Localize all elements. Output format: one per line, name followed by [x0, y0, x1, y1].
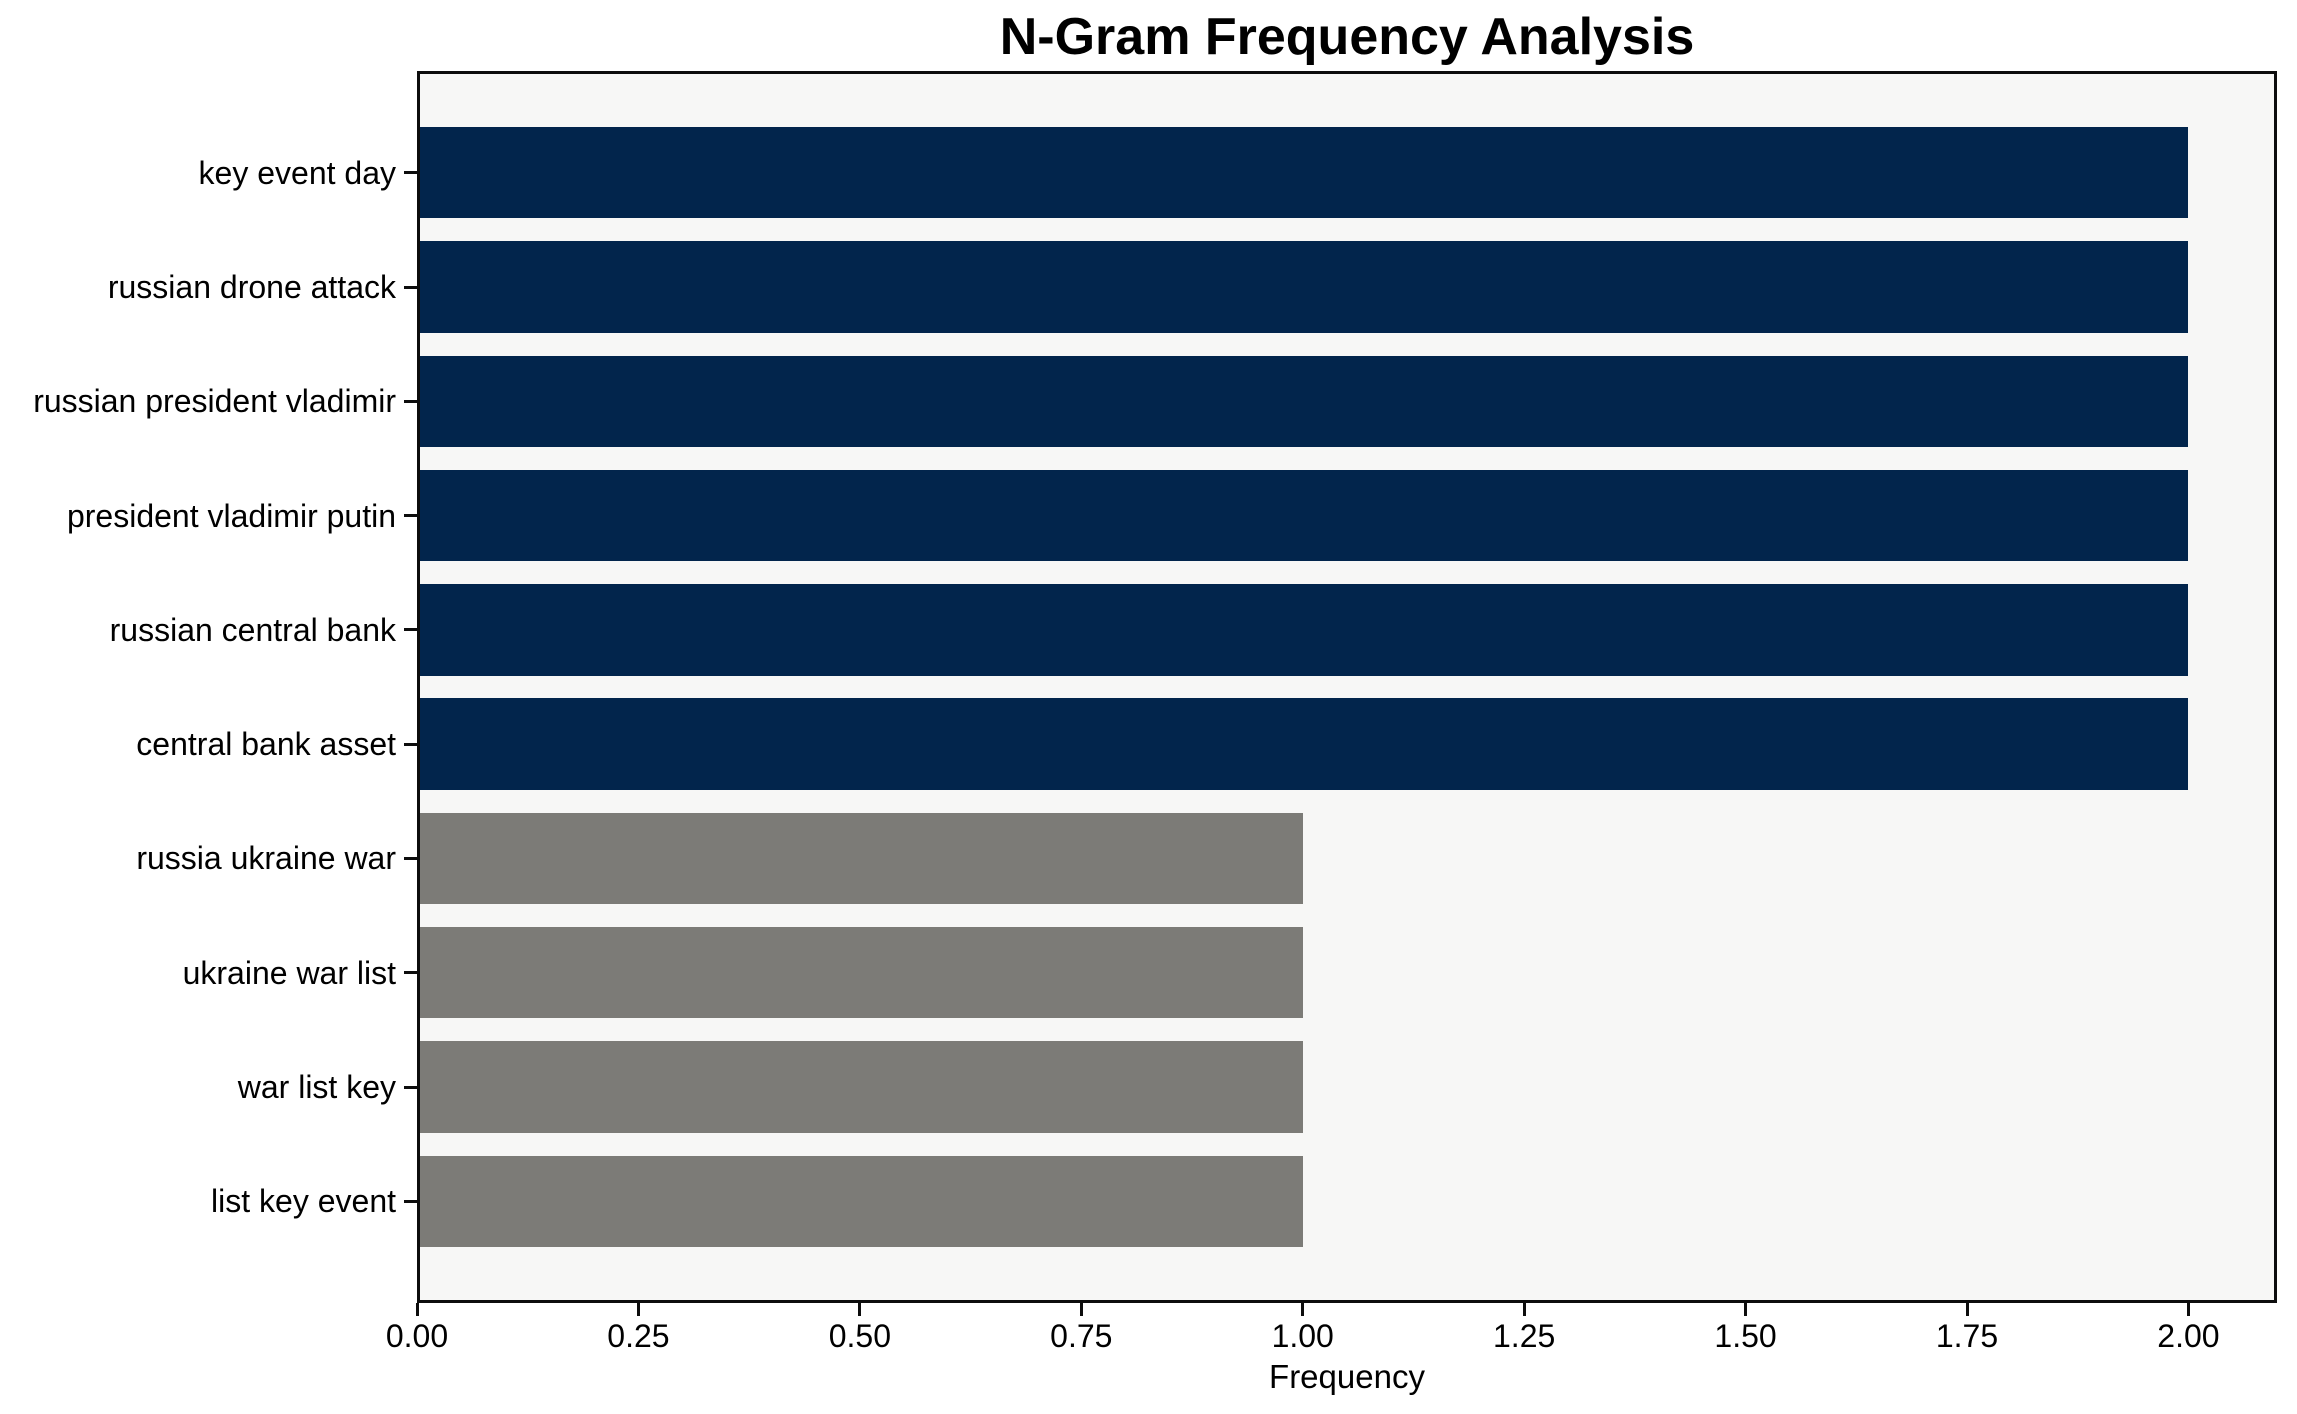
bar-russian-central-bank — [417, 584, 2189, 676]
x-tick-label: 0.50 — [828, 1318, 891, 1354]
y-tick-label: war list key — [237, 1069, 396, 1105]
bar-russian-drone-attack — [417, 241, 2189, 333]
x-tick-label: 2.00 — [2157, 1318, 2220, 1354]
y-tick-label: central bank asset — [136, 726, 396, 763]
x-tick-mark — [1744, 1303, 1748, 1316]
chart-title: N-Gram Frequency Analysis — [999, 8, 1695, 66]
x-tick-label: 1.75 — [1935, 1318, 1999, 1354]
y-tick-label: ukraine war list — [182, 954, 396, 991]
y-tick-label: russian drone attack — [107, 269, 396, 305]
x-tick-mark — [1522, 1303, 1526, 1316]
y-tick-mark — [404, 856, 417, 860]
bar-list-key-event — [417, 1155, 1303, 1247]
x-tick-mark — [1301, 1303, 1305, 1316]
x-tick-mark — [858, 1303, 862, 1316]
bar-war-list-key — [417, 1041, 1303, 1133]
x-tick-mark — [1079, 1303, 1083, 1316]
x-tick-mark — [415, 1303, 419, 1316]
y-tick-label: list key event — [211, 1183, 396, 1220]
x-tick-label: 0.75 — [1050, 1318, 1113, 1354]
y-tick-label: president vladimir putin — [66, 497, 396, 534]
y-tick-mark — [404, 628, 417, 632]
x-tick-label: 0.00 — [385, 1318, 449, 1354]
plot-area — [417, 71, 2277, 1303]
y-tick-mark — [404, 742, 417, 746]
y-tick-mark — [404, 171, 417, 175]
x-axis-label: Frequency — [1269, 1358, 1425, 1395]
bar-central-bank-asset — [417, 698, 2189, 790]
bar-ukraine-war-list — [417, 927, 1303, 1019]
x-tick-label: 1.25 — [1493, 1318, 1556, 1354]
x-tick-label: 1.00 — [1271, 1318, 1334, 1354]
bar-russian-president-vladimir — [417, 355, 2189, 447]
x-tick-mark — [2186, 1303, 2190, 1316]
y-tick-label: russian central bank — [109, 611, 396, 648]
bar-president-vladimir-putin — [417, 469, 2189, 562]
bar-russia-ukraine-war — [417, 812, 1303, 905]
x-tick-mark — [636, 1303, 640, 1316]
y-tick-mark — [404, 1199, 417, 1203]
x-tick-label: 1.50 — [1714, 1318, 1777, 1354]
y-tick-mark — [404, 285, 417, 289]
y-tick-mark — [404, 971, 417, 975]
bar-key-event-day — [417, 127, 2189, 219]
x-tick-label: 0.25 — [607, 1318, 670, 1354]
y-tick-label: russia ukraine war — [136, 840, 396, 877]
y-tick-mark — [404, 399, 417, 403]
x-tick-mark — [1965, 1303, 1969, 1316]
y-tick-mark — [404, 514, 417, 518]
y-tick-label: russian president vladimir — [33, 383, 396, 420]
y-tick-label: key event day — [198, 154, 396, 191]
y-tick-mark — [404, 1085, 417, 1089]
